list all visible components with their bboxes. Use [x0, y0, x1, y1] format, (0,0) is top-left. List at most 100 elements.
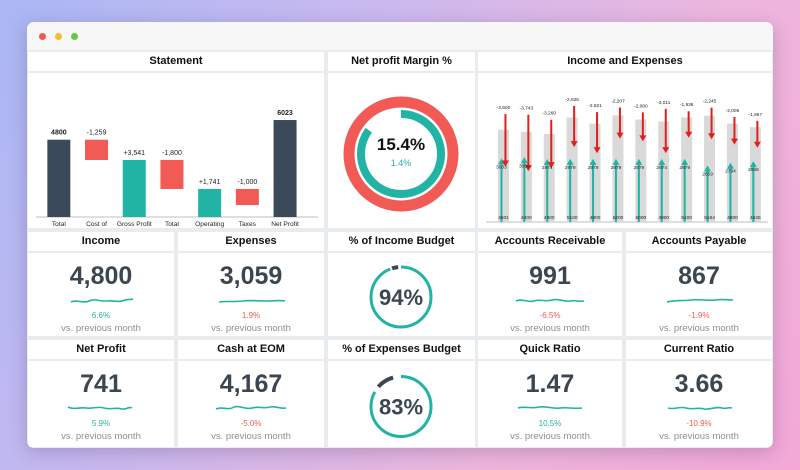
kpi-change: -1.9% — [688, 311, 710, 320]
ie-top-label: -3,260 — [542, 111, 556, 117]
ie-teal-arrow-head — [635, 158, 643, 165]
waterfall-bar — [198, 188, 222, 217]
ie-bottom-label: 4400 — [521, 215, 532, 221]
kpi-change: -5.0% — [240, 419, 262, 428]
kpi-change: 6.6% — [91, 311, 111, 320]
ie-bottom-label: 4900 — [658, 215, 669, 221]
waterfall-category-label: Taxes — [239, 221, 257, 228]
gauge-value: 83% — [379, 395, 423, 420]
ie-gray-bar — [497, 129, 509, 222]
kpi-value: 3,059 — [219, 262, 283, 290]
ie-teal-arrow-head — [726, 162, 734, 169]
kpi-sparkline — [218, 299, 286, 303]
waterfall-category-label: Cost of — [86, 221, 107, 228]
expenses-budget-card: % of Expenses Budget 83% — [328, 340, 475, 447]
kpi-value: 4,167 — [219, 370, 283, 398]
ie-mid-label: 2979 — [565, 165, 576, 171]
income-budget-gauge: 94% — [369, 265, 433, 329]
kpi-sparkline — [215, 405, 287, 410]
waterfall-bar — [47, 139, 71, 217]
statement-title: Statement — [28, 52, 324, 73]
ie-mid-label: 2974 — [542, 165, 553, 171]
ie-teal-arrow-head — [704, 165, 712, 172]
kpi-value: 3.66 — [674, 370, 724, 398]
waterfall-category-label: Gross Profit — [117, 221, 152, 228]
kpi-value: 991 — [529, 262, 571, 290]
ie-red-arrow-head — [730, 138, 738, 145]
ie-teal-arrow-head — [497, 158, 505, 165]
ie-mid-label: 2868 — [748, 167, 759, 173]
gauge-value: 94% — [379, 285, 423, 310]
waterfall-bar — [122, 159, 146, 217]
ie-mid-label: 3059 — [519, 163, 530, 169]
ie-top-label: -1,936 — [680, 102, 694, 108]
minimize-window-icon[interactable] — [55, 33, 62, 40]
waterfall-bar — [160, 159, 184, 189]
ie-gray-bar — [681, 117, 693, 222]
kpi-net-profit-card: Net Profit 741 5.9% vs. previous month — [28, 340, 174, 447]
waterfall-category-label: Total — [165, 221, 179, 228]
waterfall-bar — [85, 139, 109, 160]
kpi-value: 4,800 — [69, 262, 133, 290]
kpi-sparkline — [70, 298, 134, 303]
ie-bottom-label: 4800 — [590, 215, 601, 221]
ie-bottom-label: 5000 — [636, 215, 647, 221]
kpi-caption: vs. previous month — [659, 431, 739, 442]
donut-inner-ring — [357, 110, 445, 198]
kpi-title: Accounts Payable — [626, 232, 772, 253]
waterfall-value-label: 4800 — [51, 130, 67, 137]
ie-teal-arrow-head — [566, 158, 574, 165]
kpi-cash-eom-card: Cash at EOM 4,167 -5.0% vs. previous mon… — [178, 340, 324, 447]
waterfall-value-label: 6023 — [277, 110, 293, 117]
kpi-value: 741 — [80, 370, 122, 398]
expenses-budget-gauge: 83% — [369, 374, 433, 439]
kpi-expenses-card: Expenses 3,059 1.9% vs. previous month — [178, 232, 324, 336]
ie-red-arrow-head — [547, 162, 555, 169]
kpi-title: Expenses — [178, 232, 324, 253]
ie-mid-label: 2659 — [702, 171, 713, 177]
waterfall-value-label: -1,800 — [162, 150, 182, 157]
ie-mid-label: 2974 — [656, 165, 667, 171]
donut-center-value: 15.4% — [377, 135, 425, 154]
kpi-caption: vs. previous month — [61, 431, 141, 442]
kpi-value: 1.47 — [525, 370, 575, 398]
waterfall-value-label: -1,000 — [237, 179, 257, 186]
ie-red-arrow-head — [570, 141, 578, 148]
ie-top-label: -2,207 — [611, 99, 625, 105]
kpi-title: Income — [28, 232, 174, 253]
ie-red-arrow-head — [616, 132, 624, 139]
ie-bottom-label: 5100 — [567, 215, 578, 221]
ie-gray-bar — [635, 119, 647, 222]
net-profit-margin-title: Net profit Margin % — [328, 52, 475, 73]
kpi-title: Cash at EOM — [178, 340, 324, 361]
ie-teal-arrow-head — [658, 159, 666, 166]
ie-mid-label: 2794 — [725, 169, 736, 175]
kpi-accounts-receivable-card: Accounts Receivable 991 -6.5% vs. previo… — [478, 232, 622, 336]
kpi-caption: vs. previous month — [659, 323, 739, 334]
kpi-title: Current Ratio — [626, 340, 772, 361]
kpi-change: -10.9% — [686, 419, 712, 428]
ie-gray-bar — [704, 115, 716, 222]
ie-gray-bar — [543, 133, 555, 222]
ie-red-arrow-head — [662, 147, 670, 154]
ie-mid-label: 2979 — [679, 165, 690, 171]
ie-teal-arrow-head — [612, 158, 620, 165]
kpi-change: 10.5% — [538, 419, 562, 428]
kpi-caption: vs. previous month — [61, 323, 141, 334]
ie-gray-bar — [749, 127, 761, 222]
maximize-window-icon[interactable] — [71, 33, 78, 40]
income-budget-title: % of Income Budget — [328, 232, 475, 253]
kpi-quick-ratio-card: Quick Ratio 1.47 10.5% vs. previous mont… — [478, 340, 622, 447]
ie-teal-arrow-head — [589, 158, 597, 165]
close-window-icon[interactable] — [39, 33, 46, 40]
kpi-accounts-payable-card: Accounts Payable 867 -1.9% vs. previous … — [626, 232, 772, 336]
income-budget-card: % of Income Budget 94% — [328, 232, 475, 336]
ie-bottom-label: 4625 — [750, 215, 761, 221]
waterfall-value-label: +1,741 — [199, 179, 221, 186]
kpi-caption: vs. previous month — [211, 431, 291, 442]
kpi-title: Quick Ratio — [478, 340, 622, 361]
income-expenses-chart: -3,500 3003 4501 -3,743 3059 4400 -3,260 2974 43… — [486, 97, 768, 223]
ie-top-label: -3,500 — [497, 105, 511, 111]
waterfall-category-label: Net Profit — [271, 221, 299, 228]
ie-bottom-label: 5184 — [704, 215, 715, 221]
